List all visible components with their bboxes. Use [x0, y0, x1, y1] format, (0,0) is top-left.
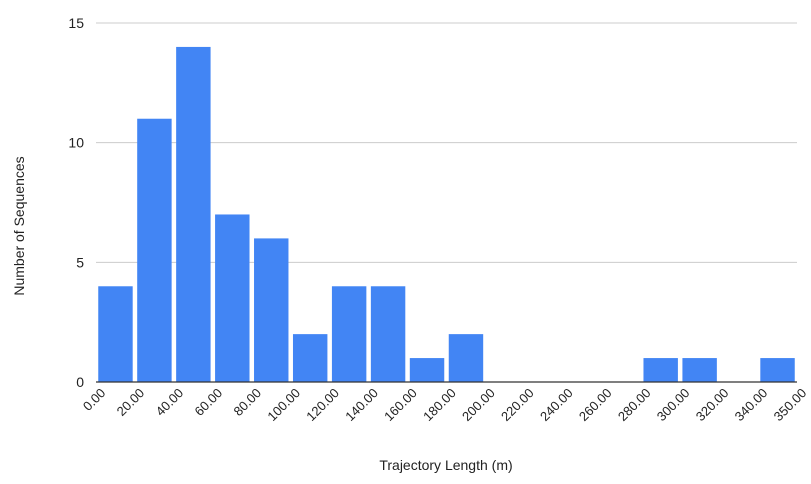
x-tick-labels: 0.00 20.00 40.00 60.00 80.00 100.00 120.00 140.… — [80, 385, 810, 424]
histogram-bar — [331, 286, 367, 382]
histogram-bar — [448, 334, 484, 382]
histogram-bar — [370, 286, 406, 382]
y-tick-label: 5 — [76, 254, 84, 270]
histogram-bar — [254, 238, 289, 382]
x-tick-label: 60.00 — [192, 385, 226, 419]
histogram-bar — [760, 358, 795, 382]
x-tick-label: 320.00 — [693, 385, 732, 424]
x-tick-label: 100.00 — [264, 385, 303, 424]
histogram-bar — [292, 334, 328, 382]
histogram-bar — [643, 358, 678, 382]
bars — [98, 46, 795, 383]
histogram-bar — [682, 358, 717, 382]
x-tick-label: 280.00 — [615, 385, 654, 424]
y-axis-title: Number of Sequences — [11, 156, 27, 295]
x-tick-label: 80.00 — [231, 385, 265, 419]
x-tick-label: 140.00 — [342, 385, 381, 424]
y-tick-label: 15 — [68, 15, 84, 31]
x-tick-label: 350.00 — [771, 385, 810, 424]
gridlines — [96, 22, 797, 263]
y-tick-label: 0 — [76, 374, 84, 390]
y-tick-label: 10 — [68, 135, 84, 151]
histogram-bar — [98, 286, 133, 382]
x-tick-label: 40.00 — [153, 385, 187, 419]
histogram-bar — [409, 358, 445, 382]
x-tick-label: 300.00 — [654, 385, 693, 424]
histogram-bar — [137, 118, 172, 382]
y-tick-labels: 0 5 10 15 — [68, 15, 84, 390]
x-tick-label: 260.00 — [576, 385, 615, 424]
x-tick-label: 340.00 — [732, 385, 771, 424]
x-tick-label: 220.00 — [498, 385, 537, 424]
x-tick-label: 240.00 — [537, 385, 576, 424]
x-tick-label: 20.00 — [114, 385, 148, 419]
x-tick-label: 160.00 — [381, 385, 420, 424]
x-tick-label: 120.00 — [303, 385, 342, 424]
histogram-bar — [176, 46, 211, 383]
x-axis-title: Trajectory Length (m) — [379, 457, 512, 473]
x-tick-label: 0.00 — [80, 385, 109, 414]
x-tick-label: 180.00 — [420, 385, 459, 424]
x-tick-label: 200.00 — [459, 385, 498, 424]
histogram-bar — [215, 214, 250, 382]
